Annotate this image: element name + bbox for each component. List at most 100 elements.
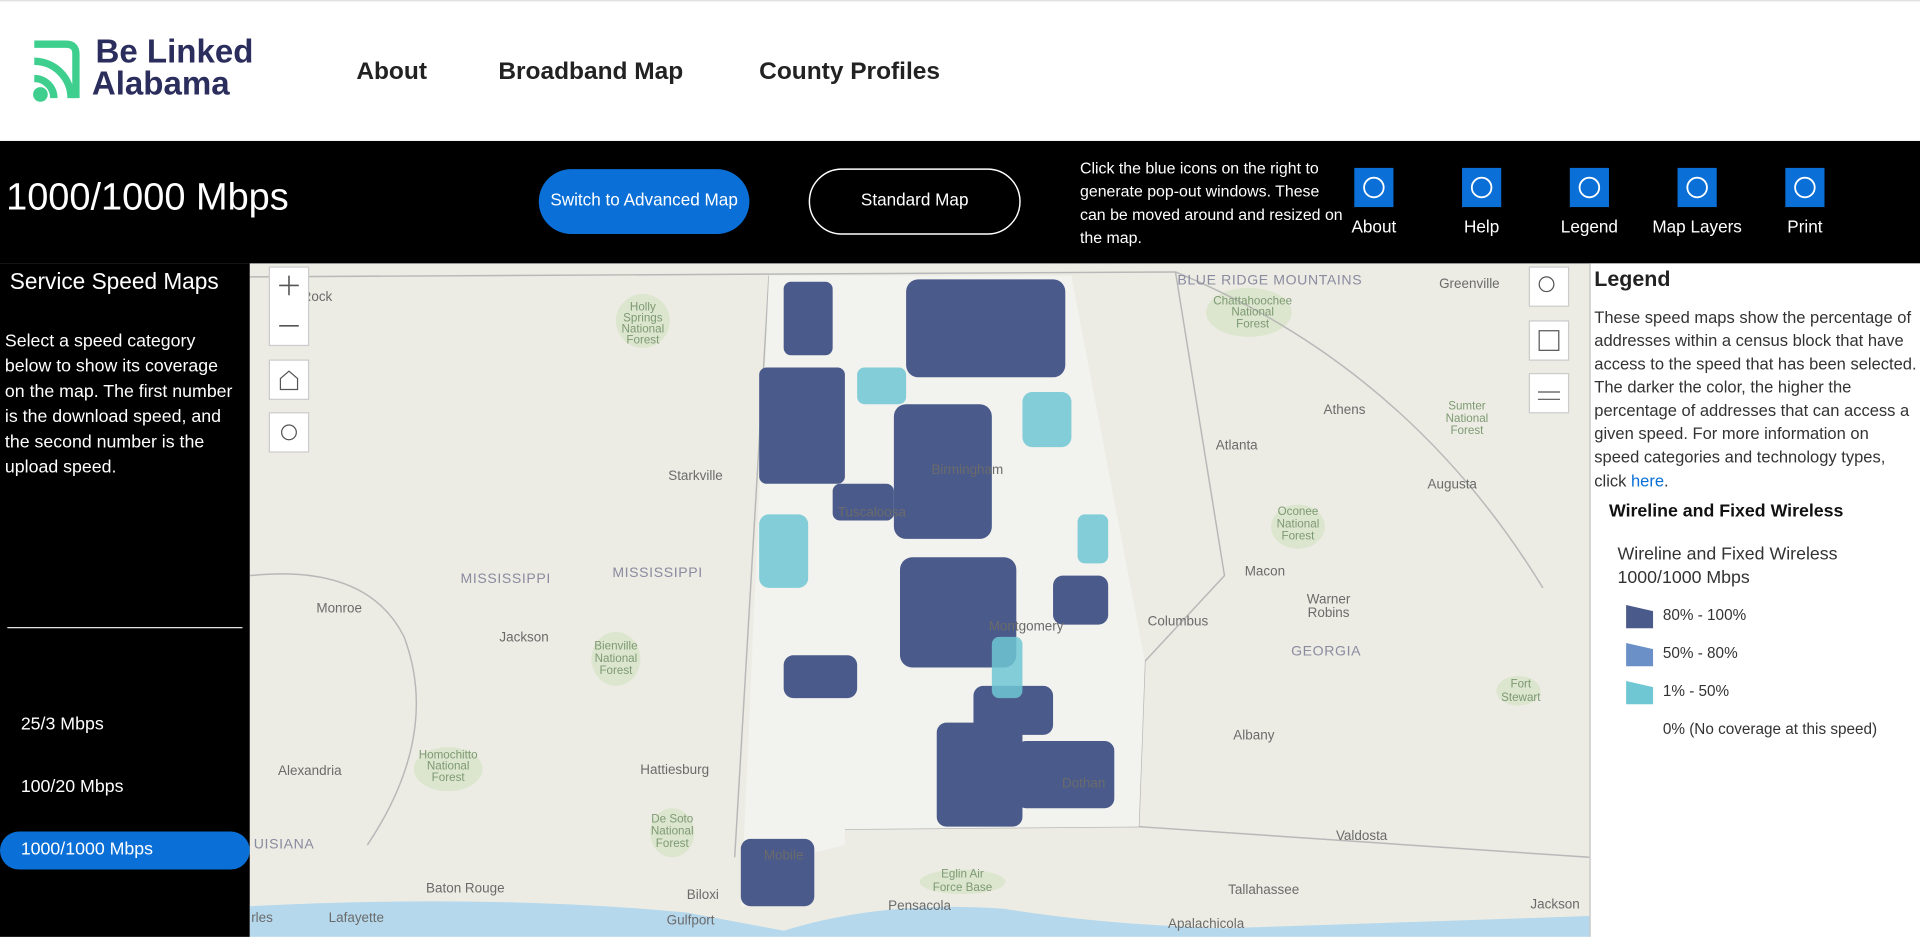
instruction-line: Click the blue icons on the right to (1080, 160, 1319, 177)
legend-swatch (1626, 605, 1654, 629)
forest-label: Chattahoochee (1213, 294, 1292, 307)
forest-label: Forest (599, 664, 633, 677)
map-label: Robins (1308, 605, 1350, 620)
tool-label[interactable]: Legend (1561, 216, 1618, 236)
forest-label: De Soto (651, 812, 693, 825)
tool-label[interactable]: Help (1464, 216, 1499, 236)
measure-button[interactable] (1528, 372, 1570, 414)
instruction-line: the map. (1080, 230, 1142, 247)
map-label: Warner (1307, 592, 1351, 607)
legend-text: percentage of addresses that can access … (1594, 401, 1910, 420)
legend-subtitle: Wireline and Fixed Wireless (1618, 544, 1838, 564)
forest-label: Forest (432, 771, 466, 784)
forest-label: National (595, 652, 638, 665)
forest-label: Bienville (594, 640, 637, 653)
icon-glyph (1578, 176, 1601, 199)
legend-title: Legend (1594, 267, 1670, 291)
map-label: Tallahassee (1228, 882, 1299, 897)
legend-text: click here. (1594, 472, 1668, 491)
forest-label: Homochitto (419, 749, 478, 762)
qr-icon (1538, 330, 1560, 351)
legend-items: 80% - 100% 50% - 80% 1% - 50% 0% (No covera… (1626, 605, 1877, 738)
text: click (1594, 472, 1631, 491)
map-label: Jackson (499, 630, 548, 645)
icon-glyph (1794, 176, 1816, 199)
tool-label[interactable]: Map Layers (1652, 216, 1741, 236)
legend-item: 1% - 50% (1663, 683, 1730, 700)
sidebar-title: Service Speed Maps (10, 268, 219, 294)
map-label: UISIANA (254, 836, 315, 852)
description-line: is the download speed, and (5, 406, 221, 426)
map-label: rles (251, 910, 273, 925)
zoom-icon (279, 275, 299, 327)
map-label: Columbus (1148, 614, 1209, 629)
map-label: Montgomery (989, 619, 1064, 634)
legend-text: These speed maps show the percentage of (1594, 308, 1911, 327)
tool-icons: About Help Legend Map Layers Print (1351, 167, 1825, 236)
speed-option[interactable]: 25/3 Mbps (21, 714, 104, 734)
speed-options: 25/3 Mbps 100/20 Mbps 1000/1000 Mbps (21, 714, 153, 859)
forest-label: Forest (1281, 530, 1315, 543)
legend-subtitle: 1000/1000 Mbps (1618, 567, 1750, 587)
map-label: Mobile (764, 848, 804, 863)
search-button[interactable] (1528, 266, 1570, 307)
qr-button[interactable] (1528, 320, 1570, 361)
nav-link[interactable]: County Profiles (759, 58, 940, 85)
legend-item: 50% - 80% (1663, 645, 1738, 662)
tool-label[interactable]: Print (1787, 216, 1822, 236)
legend-text: speed categories and technology types, (1594, 447, 1885, 466)
legend-text: addresses within a census block that hav… (1594, 331, 1903, 350)
nav-link[interactable]: Broadband Map (498, 58, 683, 85)
sidebar-bg (0, 263, 250, 937)
forest-label: Force Base (933, 881, 992, 894)
instruction-line: can be moved around and resized on (1080, 207, 1343, 224)
legend-text: The darker the color, the higher the (1594, 378, 1851, 397)
forest-label: Forest (656, 837, 690, 850)
forest-label: Fort (1510, 678, 1531, 691)
home-button[interactable] (268, 359, 310, 400)
legend-text: given speed. For more information on (1594, 424, 1868, 443)
tool-icon[interactable] (1354, 167, 1394, 208)
button-label[interactable]: Switch to Advanced Map (550, 189, 738, 209)
locate-button[interactable] (268, 412, 310, 453)
tool-icon[interactable] (1569, 167, 1609, 208)
search-icon (1538, 276, 1555, 293)
logo-text[interactable]: Alabama (92, 66, 230, 103)
map-label: Atlanta (1216, 437, 1258, 452)
map-label: Alexandria (278, 763, 342, 778)
map-controls (268, 266, 1570, 453)
header-bg (0, 0, 1920, 141)
description-line: upload speed. (5, 457, 117, 477)
logo-text[interactable]: Be Linked (96, 34, 254, 71)
speed-option[interactable]: 1000/1000 Mbps (21, 839, 153, 859)
map-label: Lafayette (329, 910, 384, 925)
icon-glyph (1686, 176, 1708, 199)
button-label[interactable]: Standard Map (861, 189, 969, 209)
forest-label: Stewart (1501, 691, 1541, 704)
map-label: Baton Rouge (426, 881, 505, 896)
advanced-map-button[interactable] (538, 169, 750, 235)
legend-swatch (1626, 680, 1654, 705)
map-label: Hattiesburg (640, 762, 709, 777)
tool-icon[interactable] (1462, 167, 1502, 208)
instruction-line: generate pop-out windows. These (1080, 184, 1319, 201)
standard-map-button[interactable] (808, 168, 1021, 235)
legend-section: Wireline and Fixed Wireless (1609, 501, 1844, 521)
tool-icon[interactable] (1677, 167, 1717, 208)
forest-label: National (427, 760, 470, 773)
legend-link[interactable]: here (1631, 472, 1664, 491)
map-label: Athens (1324, 402, 1366, 417)
forest-label: Holly (630, 301, 656, 314)
tool-icon[interactable] (1785, 167, 1825, 208)
forest-label: National (1277, 517, 1320, 530)
tool-label[interactable]: About (1351, 216, 1396, 236)
nav-link[interactable]: About (356, 58, 427, 85)
map-label: Starkville (668, 468, 723, 483)
map-label: Greenville (1439, 276, 1500, 291)
speed-option[interactable]: 100/20 Mbps (21, 776, 124, 796)
map-label: Monroe (316, 600, 362, 615)
locate-icon (281, 424, 297, 441)
forest-label: Forest (1236, 318, 1270, 331)
